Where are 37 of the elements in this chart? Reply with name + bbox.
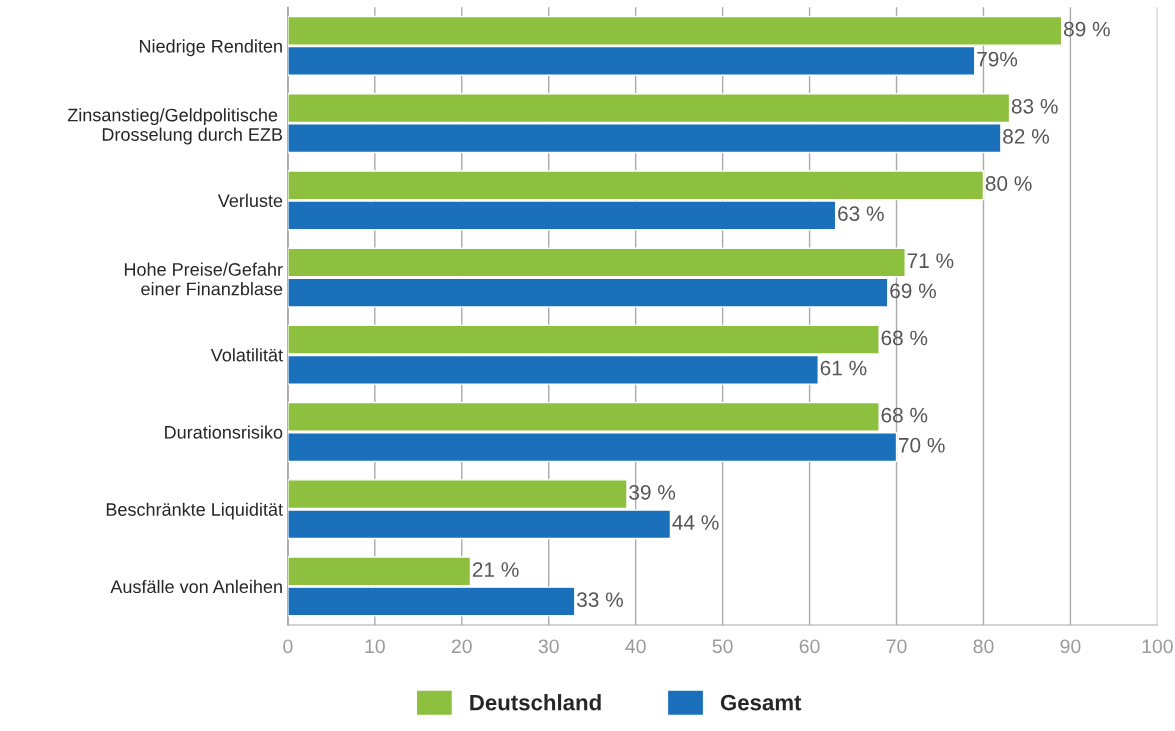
data-label: 61 %	[820, 360, 867, 376]
data-label: 82 %	[1003, 129, 1049, 144]
data-label: 69 %	[890, 283, 936, 299]
data-label: 71 %	[907, 253, 954, 269]
x-tick-label: 50	[712, 639, 733, 654]
x-tick-label: 100	[1142, 639, 1173, 654]
legend-label: Deutschland	[470, 694, 601, 711]
data-label: 70 %	[898, 437, 945, 453]
data-label: 89 %	[1064, 21, 1110, 37]
x-tick-label: 90	[1060, 639, 1081, 654]
data-label: 63 %	[838, 206, 884, 221]
x-tick-label: 0	[283, 639, 293, 654]
data-label: 33 %	[576, 592, 623, 608]
x-tick-label: 60	[799, 639, 820, 654]
data-label: 80 %	[985, 176, 1032, 191]
x-tick-label: 20	[451, 639, 472, 654]
y-tick-label: Verluste	[217, 193, 283, 208]
y-tick-label: Durationsrisiko	[165, 425, 283, 439]
data-label: 83 %	[1011, 98, 1058, 114]
x-tick-label: 10	[365, 639, 385, 654]
data-label: 68 %	[881, 330, 928, 346]
y-tick-label: Ausfälle von Anleihen	[110, 579, 282, 594]
data-label: 21 %	[472, 562, 519, 577]
legend-label: Gesamt	[720, 694, 802, 711]
x-tick-label: 30	[538, 639, 559, 654]
x-tick-label: 80	[973, 639, 994, 654]
x-tick-label: 40	[625, 639, 646, 654]
data-label: 44 %	[672, 515, 719, 530]
y-tick-label: Volatilität	[210, 348, 283, 362]
data-label: 79%	[977, 51, 1018, 67]
data-label: 39 %	[629, 484, 676, 500]
y-tick-label: Zinsanstieg/Geldpolitische Drosselung durch EZB	[67, 108, 283, 145]
x-tick-label: 70	[886, 639, 907, 654]
y-tick-label: Beschränkte Liquidität	[106, 502, 283, 520]
y-tick-label: Niedrige Renditen	[139, 39, 282, 57]
data-label: 68 %	[881, 407, 928, 423]
y-tick-label: Hohe Preise/Gefahr einer Finanzblase	[124, 262, 283, 296]
